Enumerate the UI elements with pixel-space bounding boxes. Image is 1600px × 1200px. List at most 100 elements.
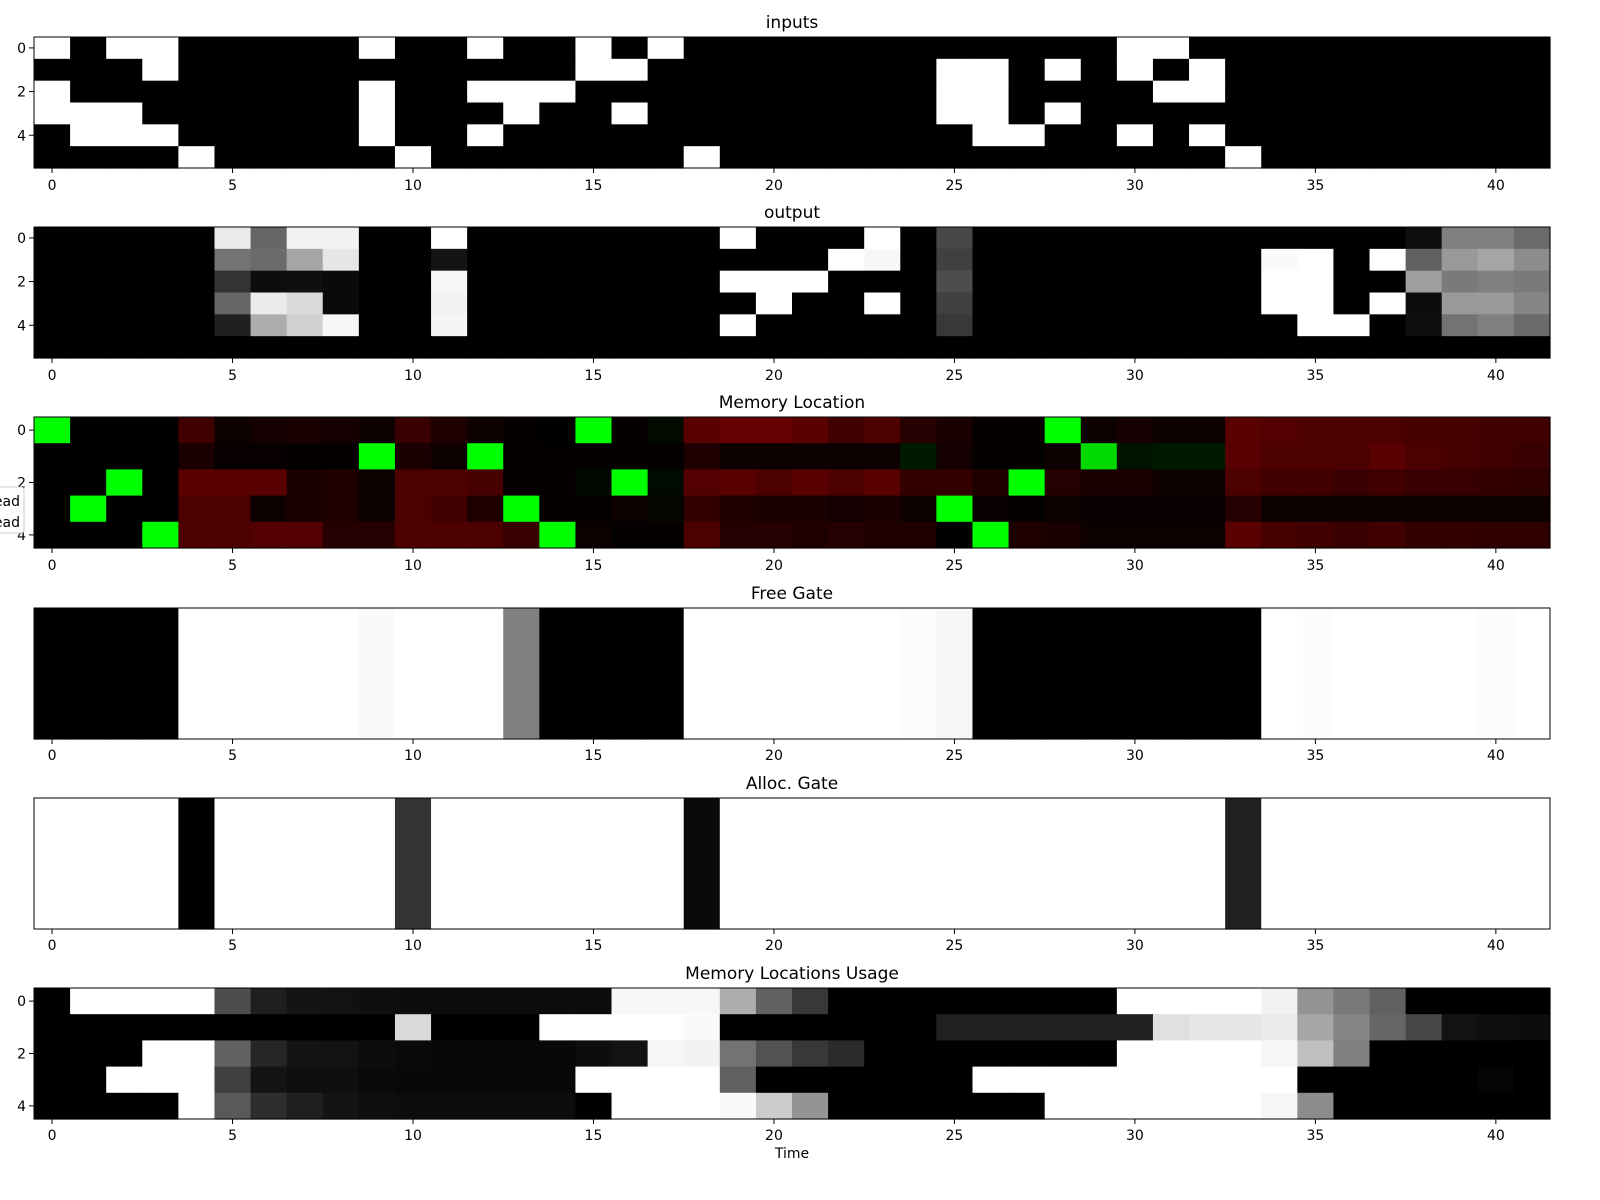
heatmap-cell xyxy=(575,314,613,337)
heatmap-cell xyxy=(1441,270,1479,294)
heatmap-cell xyxy=(864,124,901,147)
heatmap-cell xyxy=(214,102,252,125)
heatmap-cell xyxy=(1189,102,1226,125)
heatmap-cell xyxy=(286,798,324,930)
heatmap-cell xyxy=(755,336,793,359)
heatmap-cell xyxy=(1405,988,1443,1015)
heatmap-cell xyxy=(394,1066,432,1094)
heatmap-cell xyxy=(1333,469,1371,497)
heatmap-cell xyxy=(1513,37,1551,60)
heatmap-cell xyxy=(142,798,179,930)
heatmap-cell xyxy=(322,1092,360,1120)
heatmap-cell xyxy=(322,270,360,294)
heatmap-cell xyxy=(1405,1040,1443,1068)
heatmap-cell xyxy=(539,58,577,82)
heatmap-cell xyxy=(70,1040,107,1068)
heatmap-cell xyxy=(178,80,216,104)
heatmap-cell xyxy=(575,417,613,444)
heatmap-cell xyxy=(394,146,432,169)
x-tick-label: 0 xyxy=(48,748,57,764)
heatmap-cell xyxy=(358,443,396,470)
heatmap-cell xyxy=(683,102,721,125)
heatmap-cell xyxy=(755,798,793,930)
heatmap-cell xyxy=(1333,270,1371,294)
heatmap-cell xyxy=(828,521,865,549)
heatmap-cell xyxy=(358,1092,396,1120)
heatmap-cell xyxy=(1333,608,1371,740)
heatmap-cell xyxy=(1152,146,1190,169)
heatmap-cell xyxy=(106,248,143,272)
heatmap-cell xyxy=(1080,988,1118,1015)
heatmap-cell xyxy=(358,336,396,359)
heatmap-cell xyxy=(106,270,143,294)
heatmap-cell xyxy=(358,988,396,1015)
x-tick-label: 25 xyxy=(946,1128,964,1144)
heatmap-cell xyxy=(1044,37,1082,60)
heatmap-cell xyxy=(1297,102,1335,125)
heatmap-cell xyxy=(1008,608,1046,740)
heatmap-cell xyxy=(1189,270,1226,294)
heatmap-cell xyxy=(1513,314,1551,337)
heatmap-cell xyxy=(142,521,179,549)
heatmap-cell xyxy=(1080,124,1118,147)
heatmap-cell xyxy=(792,417,829,444)
heatmap-cell xyxy=(972,248,1010,272)
heatmap-cell xyxy=(1333,798,1371,930)
heatmap-cell xyxy=(178,58,216,82)
plot-frame xyxy=(33,607,1551,740)
heatmap-cell xyxy=(1333,495,1371,523)
heatmap-cell xyxy=(1225,469,1262,497)
heatmap-cell xyxy=(792,227,829,250)
heatmap-cell xyxy=(719,292,757,315)
heatmap-cell xyxy=(503,314,540,337)
heatmap-cell xyxy=(1008,314,1046,337)
heatmap-cell xyxy=(1477,1092,1515,1120)
heatmap-cell xyxy=(1441,80,1479,104)
heatmap-cell xyxy=(106,314,143,337)
heatmap-cell xyxy=(250,495,288,523)
heatmap-cell xyxy=(936,227,974,250)
heatmap-cell xyxy=(683,988,721,1015)
heatmap-cell xyxy=(322,443,360,470)
heatmap-cell xyxy=(611,80,649,104)
heatmap-cell xyxy=(1297,495,1335,523)
heatmap-cell xyxy=(1369,58,1407,82)
heatmap-cell xyxy=(358,292,396,315)
heatmap-cell xyxy=(1261,798,1298,930)
heatmap-cell xyxy=(864,270,901,294)
x-tick-label: 20 xyxy=(765,938,783,954)
heatmap-cell xyxy=(1405,1014,1443,1041)
heatmap-cell xyxy=(286,336,324,359)
heatmap-cell xyxy=(792,102,829,125)
heatmap-cell xyxy=(394,58,432,82)
heatmap-cell xyxy=(286,1092,324,1120)
heatmap-cell xyxy=(70,102,107,125)
heatmap-cell xyxy=(719,608,757,740)
heatmap-cell xyxy=(1080,336,1118,359)
chart-title: output xyxy=(764,203,820,223)
heatmap-cell xyxy=(900,270,937,294)
heatmap-cell xyxy=(431,988,468,1015)
heatmap-cell xyxy=(936,37,974,60)
heatmap-cell xyxy=(250,80,288,104)
heatmap-cell xyxy=(1297,1014,1335,1041)
heatmap-cell xyxy=(286,248,324,272)
heatmap-cell xyxy=(683,521,721,549)
heatmap-cell xyxy=(900,798,937,930)
heatmap-cell xyxy=(1369,988,1407,1015)
heatmap-cell xyxy=(358,1040,396,1068)
heatmap-cell xyxy=(34,124,71,147)
heatmap-cell xyxy=(1044,270,1082,294)
heatmap-cell xyxy=(1080,80,1118,104)
heatmap-cell xyxy=(467,798,504,930)
panel-output: output 0 5 10 15 20 25 30 35 40 0 2 4 xyxy=(17,203,1551,384)
heatmap-cell xyxy=(142,227,179,250)
heatmap-cell xyxy=(683,469,721,497)
heatmap-cell xyxy=(106,292,143,315)
heatmap-cell xyxy=(828,248,865,272)
heatmap-cell xyxy=(611,1014,649,1041)
heatmap-cell xyxy=(792,80,829,104)
heatmap-cell xyxy=(394,80,432,104)
chart-title: inputs xyxy=(766,13,819,33)
heatmap-cell xyxy=(647,248,685,272)
